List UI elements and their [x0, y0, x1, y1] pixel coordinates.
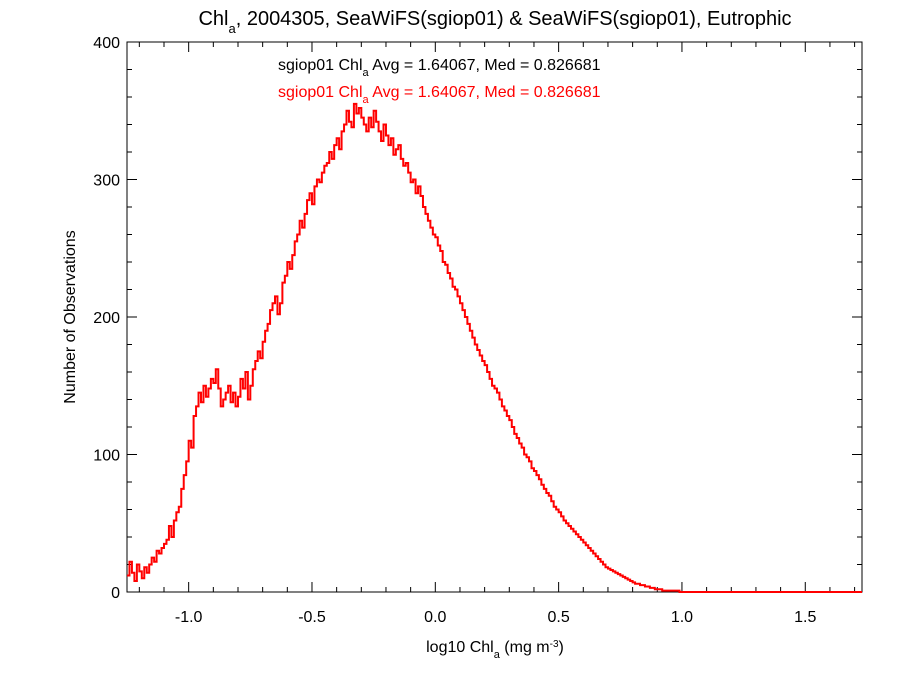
chart-title: Chla, 2004305, SeaWiFS(sgiop01) & SeaWiF…: [198, 8, 791, 36]
y-tick-label: 200: [93, 310, 120, 327]
plot-frame: [126, 41, 863, 593]
y-axis: 0 100 200 300 400: [93, 35, 862, 602]
y-axis-label: Number of Observations: [62, 230, 79, 403]
x-tick-label: 1.5: [794, 609, 816, 626]
series-line-group: [127, 102, 862, 593]
annotation-red: sgiop01 Chla Avg = 1.64067, Med = 0.8266…: [278, 84, 601, 106]
y-tick-label: 100: [93, 448, 120, 465]
x-tick-label: 0.5: [548, 609, 570, 626]
x-tick-label: 0.0: [424, 609, 446, 626]
histogram-series-line: [127, 102, 862, 593]
y-tick-label: 400: [93, 35, 120, 52]
x-axis-label: log10 Chla (mg m-3): [426, 639, 564, 662]
y-tick-label: 0: [111, 585, 120, 602]
x-tick-label: 1.0: [671, 609, 693, 626]
x-tick-label: -0.5: [298, 609, 326, 626]
annotation-black: sgiop01 Chla Avg = 1.64067, Med = 0.8266…: [278, 57, 601, 79]
x-tick-label: -1.0: [175, 609, 203, 626]
y-tick-label: 300: [93, 173, 120, 190]
x-axis: -1.0 -0.5 0.0 0.5 1.0 1.5: [138, 42, 856, 626]
